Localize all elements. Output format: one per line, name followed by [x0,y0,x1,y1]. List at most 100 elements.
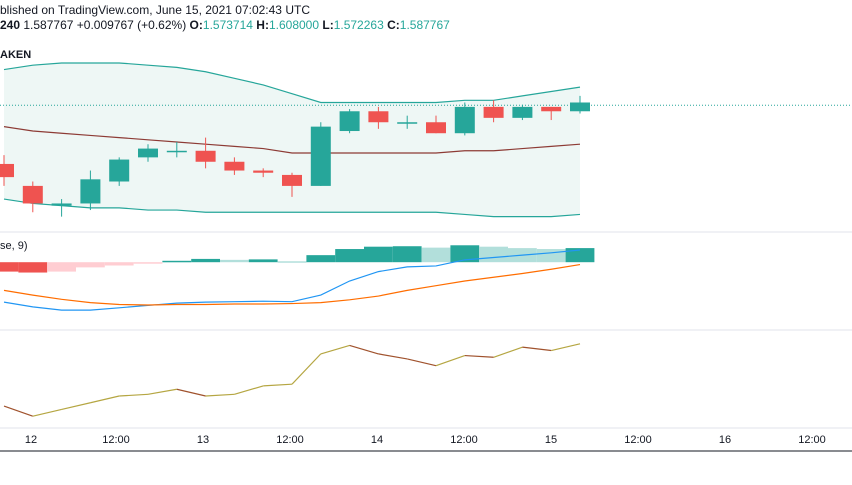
candle [253,168,274,178]
bollinger-basis-line [3,126,581,154]
oscillator-segment [3,405,33,417]
x-tick-label: 13 [197,434,209,446]
x-tick-label: 14 [371,434,383,446]
oscillator-segment [320,344,350,355]
close-label: C: [387,18,400,32]
bollinger-band-fill [4,62,580,217]
candle [512,104,533,121]
macd-histogram-bar [536,249,566,263]
macd-histogram-bar [191,258,220,263]
candle-body [282,174,302,186]
candle-body [224,161,245,171]
candle [109,157,130,186]
macd-indicator-label: se, 9) [0,240,28,252]
oscillator-segment [522,346,552,352]
oscillator-segment [147,388,177,395]
candle [282,172,302,197]
low-value: 1.572263 [333,18,384,32]
last-price: 1.587767 [23,18,74,32]
oscillator-segment [464,354,494,358]
candle [195,137,216,169]
macd-histogram-bar [364,246,393,263]
price-change: +0.009767 (+0.62%) [76,18,187,32]
bollinger-lower-line [3,198,581,218]
candle-body [109,159,130,182]
oscillator-segment [119,393,149,397]
candle-body [253,170,274,173]
oscillator-segment [234,385,264,395]
oscillator-segment [291,353,322,385]
candle [22,181,43,213]
candle-body [22,185,43,204]
x-tick-label: 12:00 [450,434,478,446]
oscillator-segment [435,355,465,367]
oscillator-segment [551,343,581,352]
candle-body [570,102,590,112]
macd-histogram-bar [18,262,48,273]
oscillator-segment [378,353,408,360]
candle-body [483,106,504,118]
macd-line [3,249,581,311]
open-label: O: [189,18,203,32]
candle-body [454,106,475,134]
candle-body [368,111,389,123]
candle-body [339,111,360,132]
macd-histogram-bar [306,255,336,263]
chart-header: blished on TradingView.com, June 15, 202… [0,0,852,40]
macd-histogram-bar [104,262,134,266]
x-tick-label: 12:00 [624,434,652,446]
macd-histogram-bar [162,260,192,263]
oscillator-segment [407,358,437,367]
macd-histogram-bar [565,248,595,263]
oscillator-segment [176,388,206,397]
macd-histogram-bar [133,262,163,264]
candle [368,106,389,129]
candle [310,122,331,186]
candle-body [541,106,562,112]
macd-histogram-bar [220,259,249,263]
high-label: H: [256,18,269,32]
macd-signal-line [3,263,581,306]
exchange-label: AKEN [0,49,32,61]
candle [426,115,446,134]
candle [51,199,72,217]
low-label: L: [322,18,334,32]
candle [339,109,360,134]
macd-histogram-bar [450,245,480,263]
candle-body [195,150,216,162]
oscillator-segment [349,344,379,355]
macd-histogram-bar [248,259,278,263]
x-tick-label: 15 [545,434,557,446]
candle-body [166,150,187,153]
candle-body [512,106,533,118]
oscillator-segment [90,395,120,404]
x-tick-label: 12 [25,434,37,446]
interval-label: 240 [0,18,21,32]
oscillator-segment [61,402,91,411]
candle [80,170,101,211]
oscillator-segment [493,346,523,358]
oscillator-segment [205,393,235,397]
bollinger-upper-line [3,62,581,104]
oscillator-segment [263,383,293,387]
candle [454,102,475,136]
candle [483,100,504,123]
published-caption: blished on TradingView.com, June 15, 202… [0,3,310,17]
candle [397,115,418,129]
macd-histogram-bar [0,262,19,272]
ohlc-legend: 240 1.587767 +0.009767 (+0.62%) O:1.5737… [0,18,450,32]
candle [570,95,590,114]
macd-histogram-bar [421,247,451,263]
close-value: 1.587767 [399,18,450,32]
macd-histogram-bar [479,246,508,263]
candle-body [0,163,14,178]
candle-body [138,148,158,158]
candle [166,142,187,158]
candle-body [426,122,446,134]
candle [0,155,14,186]
open-value: 1.573714 [202,18,253,32]
x-tick-label: 12:00 [276,434,304,446]
candle [541,106,562,121]
candle-body [80,179,101,204]
